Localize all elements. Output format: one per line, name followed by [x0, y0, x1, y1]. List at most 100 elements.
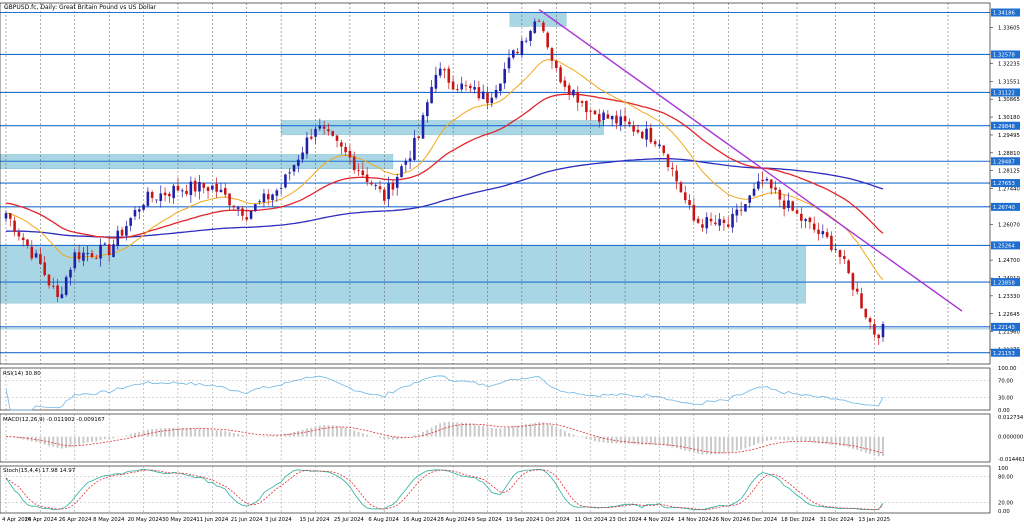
candle-body [193, 180, 197, 192]
stoch-tick-label: 80.00 [998, 475, 1014, 481]
candle-body [150, 192, 154, 198]
candle-body [585, 100, 588, 113]
candle-body [567, 85, 571, 95]
macd-tick-label: 0.012734 [998, 415, 1024, 421]
price-label-bg [991, 322, 1020, 331]
candle-body [469, 85, 472, 89]
candle-body [189, 181, 193, 196]
y-tick-label: 1.21960 [998, 330, 1021, 336]
candle-body [529, 30, 532, 41]
candle-body [714, 222, 717, 225]
candle-body [395, 176, 399, 188]
candle-body [82, 252, 85, 261]
y-tick-label: 1.26070 [998, 222, 1021, 228]
price-label-bg [991, 179, 1020, 188]
candle-body [533, 21, 537, 33]
price-label: 1.21153 [993, 351, 1015, 357]
candle-body [211, 185, 214, 190]
candle-body [292, 164, 296, 172]
candle-body [47, 274, 51, 286]
candle-body [460, 83, 463, 90]
candle-body [843, 256, 846, 259]
candle-body [215, 183, 218, 192]
candle-body [176, 185, 180, 191]
candle-body [404, 160, 408, 165]
candle-body [297, 159, 300, 166]
candle-body [434, 74, 438, 89]
candle-body [602, 112, 605, 121]
candle-body [636, 129, 640, 133]
candle-body [653, 141, 657, 145]
candle-body [804, 219, 807, 221]
candle-body [344, 147, 347, 153]
macd-tick-label: -0.014461 [998, 457, 1024, 463]
candle-body [206, 187, 210, 191]
candle-body [791, 201, 795, 211]
price-label-bg [991, 157, 1020, 166]
price-label-bg [991, 88, 1020, 97]
candle-body [456, 88, 459, 90]
candle-body [752, 188, 756, 196]
price-label-bg [991, 202, 1020, 211]
candle-body [94, 257, 98, 259]
candle-body [722, 219, 726, 223]
candle-body [185, 190, 188, 195]
candle-body [357, 169, 360, 171]
x-tick-label: 3 Jul 2024 [265, 517, 292, 523]
candle-body [580, 101, 584, 103]
candle-body [383, 189, 386, 201]
candle-body [692, 204, 696, 221]
candle-body [426, 102, 429, 117]
x-tick-label: 26 Apr 2024 [59, 517, 92, 523]
candle-body [374, 185, 378, 186]
x-tick-label: 20 May 2024 [128, 517, 163, 523]
y-tick-label: 1.24700 [998, 258, 1021, 264]
price-label-bg [991, 348, 1020, 357]
candle-body [107, 244, 111, 256]
candle-body [735, 209, 739, 216]
candle-body [787, 200, 790, 209]
price-label: 1.26740 [993, 205, 1016, 211]
candle-body [718, 219, 721, 226]
y-tick-label: 1.28810 [998, 151, 1021, 157]
candle-body [757, 181, 760, 189]
candle-body [761, 179, 764, 182]
candle-body [39, 254, 42, 265]
rsi-tick-label: 70.00 [998, 379, 1014, 385]
candle-body [507, 57, 511, 69]
y-tick-label: 1.32235 [998, 61, 1020, 67]
candle-body [748, 195, 752, 203]
candle-body [262, 193, 266, 203]
candle-body [447, 68, 451, 83]
candle-body [266, 194, 270, 200]
candle-body [408, 158, 412, 162]
candle-body [619, 116, 623, 126]
candle-body [589, 110, 592, 112]
candle-body [645, 128, 648, 140]
stoch-tick-label: 100 [998, 466, 1009, 472]
candle-body [322, 126, 326, 129]
candle-body [709, 218, 713, 222]
candle-body [864, 308, 868, 318]
sr-zone [0, 245, 806, 304]
candle-body [739, 209, 743, 211]
candle-body [26, 239, 29, 246]
candle-body [30, 246, 34, 259]
candle-body [279, 187, 283, 189]
candle-body [851, 273, 855, 290]
candle-body [21, 237, 25, 241]
candle-body [873, 324, 876, 335]
candle-body [576, 91, 580, 103]
candle-body [56, 285, 59, 298]
candle-body [679, 182, 683, 193]
candle-body [451, 81, 455, 90]
candle-body [421, 115, 425, 139]
candle-body [572, 89, 575, 96]
candle-body [413, 137, 416, 160]
candle-body [163, 192, 167, 196]
candle-body [90, 253, 94, 257]
rsi-tick-label: 0.00 [998, 408, 1010, 414]
candle-body [795, 210, 799, 214]
x-tick-label: 23 Oct 2024 [609, 517, 642, 523]
